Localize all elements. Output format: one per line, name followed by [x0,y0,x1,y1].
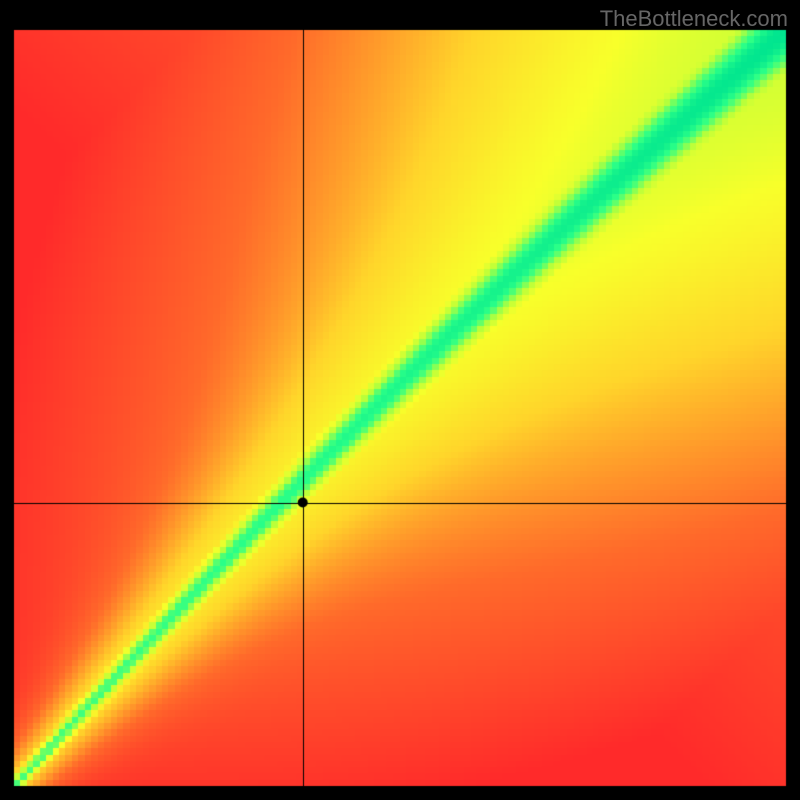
chart-container: TheBottleneck.com [0,0,800,800]
bottleneck-heatmap [0,0,800,800]
watermark-text: TheBottleneck.com [600,6,788,32]
